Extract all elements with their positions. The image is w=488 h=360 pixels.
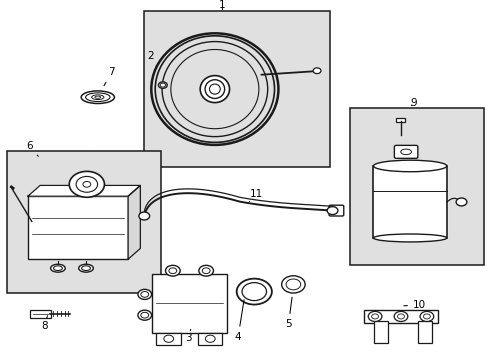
Circle shape [393, 311, 407, 321]
Ellipse shape [236, 279, 271, 305]
Circle shape [419, 311, 433, 321]
Ellipse shape [373, 234, 446, 242]
Ellipse shape [50, 264, 65, 272]
Bar [349, 108, 483, 265]
Ellipse shape [326, 207, 337, 215]
Ellipse shape [92, 95, 104, 99]
FancyBboxPatch shape [395, 118, 404, 122]
Ellipse shape [79, 264, 93, 272]
FancyBboxPatch shape [393, 145, 417, 158]
Circle shape [199, 265, 213, 276]
Bar [144, 11, 329, 167]
Bar [373, 321, 387, 343]
Text: 9: 9 [409, 98, 416, 108]
Circle shape [138, 289, 151, 300]
Bar [198, 333, 222, 345]
Bar [417, 321, 431, 343]
Text: 3: 3 [184, 329, 191, 343]
Text: 10: 10 [403, 300, 425, 310]
Text: 11: 11 [249, 189, 263, 202]
Ellipse shape [455, 198, 466, 206]
FancyBboxPatch shape [328, 205, 343, 216]
Ellipse shape [200, 76, 229, 103]
Ellipse shape [281, 276, 305, 293]
Text: 2: 2 [146, 51, 156, 66]
Circle shape [165, 265, 180, 276]
Text: 5: 5 [285, 297, 291, 329]
Text: 4: 4 [234, 300, 244, 342]
Polygon shape [28, 185, 140, 196]
Text: 7: 7 [104, 67, 115, 86]
Bar [7, 151, 161, 293]
Circle shape [69, 171, 104, 197]
Circle shape [312, 68, 320, 73]
Circle shape [138, 310, 151, 320]
Ellipse shape [81, 91, 114, 104]
FancyBboxPatch shape [28, 196, 128, 259]
FancyBboxPatch shape [30, 310, 51, 318]
Bar [156, 333, 181, 345]
Text: 6: 6 [26, 141, 38, 156]
Text: 8: 8 [41, 316, 48, 331]
Text: 1: 1 [219, 0, 225, 10]
Circle shape [367, 311, 381, 321]
Ellipse shape [139, 212, 149, 220]
Ellipse shape [373, 160, 446, 172]
Bar [151, 274, 227, 333]
Bar [364, 310, 437, 323]
Polygon shape [128, 185, 140, 259]
Ellipse shape [158, 82, 167, 88]
